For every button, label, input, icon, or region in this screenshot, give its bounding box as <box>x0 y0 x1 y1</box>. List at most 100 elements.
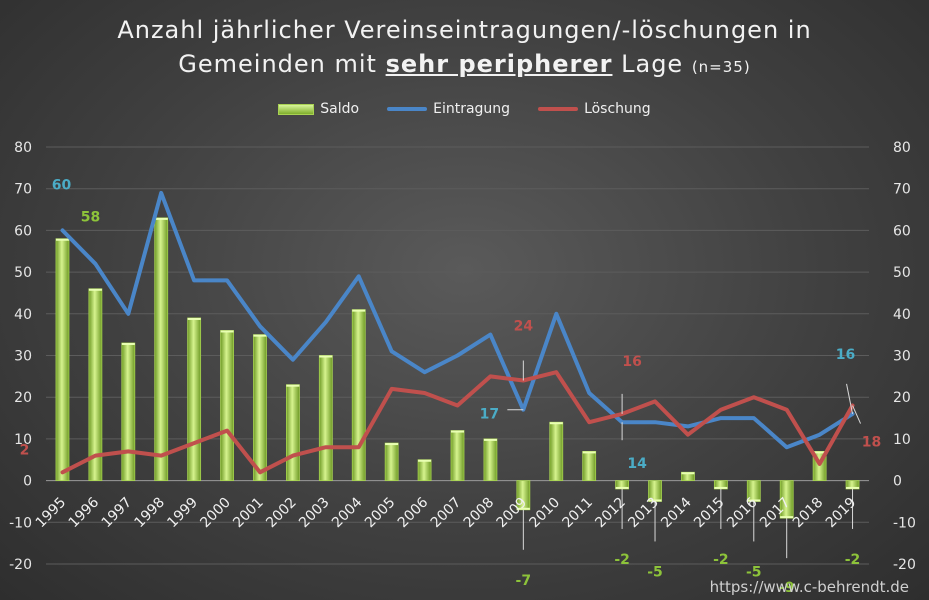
data-label: 18 <box>862 435 881 451</box>
saldo-bar <box>483 438 498 481</box>
x-tick-label: 2012 <box>592 495 629 532</box>
title-suffix: Lage <box>621 50 684 78</box>
saldo-bar-cap <box>352 309 366 312</box>
saldo-bar-cap <box>187 317 201 320</box>
y-tick-label-left: 10 <box>14 432 32 448</box>
saldo-bar <box>549 421 564 482</box>
y-tick-label-left: 40 <box>14 307 32 323</box>
y-tick-label-left: 30 <box>14 349 32 365</box>
data-label: -2 <box>614 552 630 568</box>
saldo-bar-cap <box>714 486 728 489</box>
y-tick-label-left: -20 <box>9 557 32 573</box>
y-tick-label-right: 50 <box>893 265 911 281</box>
x-tick-label: 2007 <box>428 495 465 532</box>
legend-swatch-saldo <box>278 103 315 115</box>
saldo-bar-cap <box>780 516 794 519</box>
legend-label-loeschung: Löschung <box>584 101 651 117</box>
saldo-bar <box>285 384 300 482</box>
y-tick-label-left: 60 <box>14 223 32 239</box>
x-tick-label: 2001 <box>230 495 267 532</box>
x-tick-label: 2004 <box>329 494 366 531</box>
saldo-bar-cap <box>813 451 827 454</box>
saldo-bar-cap <box>220 330 234 333</box>
leader-line <box>846 383 854 414</box>
y-tick-label-right: -10 <box>893 515 916 531</box>
saldo-bar-cap <box>286 384 300 387</box>
data-label: -5 <box>647 564 663 580</box>
saldo-bar-cap <box>549 422 563 425</box>
saldo-bar <box>582 451 597 482</box>
saldo-bar-cap <box>418 459 432 462</box>
data-label: 16 <box>622 354 641 370</box>
saldo-bar <box>121 342 136 481</box>
legend-swatch-loeschung <box>538 107 579 111</box>
legend-item-loeschung: Löschung <box>538 101 651 117</box>
x-tick-label: 1999 <box>164 495 201 532</box>
x-tick-label: 1997 <box>99 495 136 532</box>
data-label: 58 <box>81 210 100 226</box>
saldo-bar <box>220 330 234 482</box>
y-tick-label-right: 70 <box>893 182 911 198</box>
x-tick-label: 2006 <box>395 494 432 531</box>
saldo-bar-cap <box>154 217 168 220</box>
y-tick-label-right: -20 <box>893 557 916 573</box>
saldo-bar-cap <box>88 288 102 291</box>
saldo-bar <box>187 317 202 482</box>
data-label: 2 <box>20 442 30 458</box>
saldo-bar-cap <box>681 472 695 475</box>
y-tick-label-left: 0 <box>23 474 32 490</box>
x-tick-label: 2002 <box>263 495 300 532</box>
data-label: -7 <box>516 573 532 589</box>
x-tick-label: 2015 <box>691 495 728 532</box>
y-tick-label-right: 60 <box>893 223 911 239</box>
legend-item-saldo: Saldo <box>278 101 359 117</box>
saldo-bar-cap <box>582 451 596 454</box>
y-tick-label-left: 20 <box>14 390 32 406</box>
data-label: -2 <box>845 552 861 568</box>
y-tick-label-right: 40 <box>893 307 911 323</box>
y-tick-label-right: 80 <box>893 140 911 156</box>
x-tick-label: 1998 <box>132 495 169 532</box>
saldo-bar-cap <box>516 507 530 510</box>
saldo-bar <box>253 334 267 481</box>
legend-swatch-eintragung <box>387 107 428 111</box>
saldo-bar <box>417 459 432 482</box>
y-tick-label-right: 0 <box>893 474 902 490</box>
saldo-bar <box>154 217 169 481</box>
saldo-bar-cap <box>55 238 69 241</box>
saldo-bar <box>450 430 465 481</box>
legend-item-eintragung: Eintragung <box>387 101 510 117</box>
x-tick-label: 1996 <box>66 494 103 531</box>
data-label: 60 <box>52 177 72 193</box>
data-label: 14 <box>627 456 647 472</box>
saldo-bar-cap <box>319 355 333 358</box>
y-tick-label-left: 80 <box>14 140 32 156</box>
saldo-bar-cap <box>483 438 497 441</box>
y-tick-label-left: 50 <box>14 265 32 281</box>
eintragung-line <box>60 190 855 450</box>
y-tick-label-right: 20 <box>893 390 911 406</box>
saldo-bar-cap <box>121 342 135 345</box>
legend-label-eintragung: Eintragung <box>433 101 511 117</box>
data-label: 16 <box>836 347 855 363</box>
title-prefix: Gemeinden mit <box>178 50 377 78</box>
x-tick-label: 2011 <box>559 495 596 532</box>
chart-title-line1: Anzahl jährlicher Vereinseintragungen/-l… <box>117 16 812 44</box>
y-tick-label-right: 10 <box>893 432 911 448</box>
saldo-bar <box>318 355 333 481</box>
saldo-bar-cap <box>846 486 860 489</box>
x-tick-label: 2014 <box>658 494 695 531</box>
data-label: -9 <box>779 580 795 596</box>
saldo-bar <box>55 238 70 482</box>
saldo-bar <box>88 288 103 482</box>
saldo-bar-cap <box>451 430 464 433</box>
saldo-bar-cap <box>648 499 662 502</box>
saldo-bar-cap <box>253 334 267 337</box>
x-tick-label: 2008 <box>461 495 498 532</box>
data-label: -2 <box>713 552 729 568</box>
loeschung-line <box>60 370 855 475</box>
y-tick-label-left: -10 <box>9 515 32 531</box>
saldo-bar-cap <box>385 443 399 446</box>
x-tick-label: 2005 <box>362 495 399 532</box>
title-emphasis: sehr peripherer <box>385 50 613 78</box>
